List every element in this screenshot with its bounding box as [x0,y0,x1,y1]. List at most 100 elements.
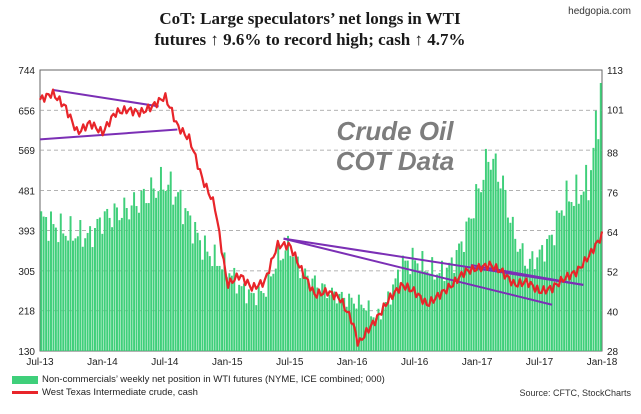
cot-bar [524,265,527,351]
cot-bar [506,217,509,351]
cot-bar [98,217,101,351]
cot-bar [414,260,417,351]
cot-bar [233,267,236,351]
cot-bar [384,302,387,351]
cot-bar [345,306,348,351]
cot-bar [411,247,414,351]
chart-title: CoT: Large speculators’ net longs in WTI… [30,8,590,50]
cot-bar [541,245,544,351]
cot-bar [533,269,536,351]
cot-bar [440,260,443,351]
cot-bar [245,303,248,351]
annotation-text: Crude Oil [336,116,454,146]
wti-price-line [39,88,604,347]
cot-bar [274,268,277,351]
cot-bar [199,240,202,351]
cot-bar [590,170,592,351]
cot-bar [282,258,285,351]
cot-bar [582,191,585,351]
cot-bar [516,251,519,351]
cot-bar [309,287,311,351]
cot-bar [284,250,287,351]
cot-bar [76,236,79,351]
title-line-1: CoT: Large speculators’ net longs in WTI [159,9,461,28]
cot-bar [230,275,233,351]
cot-bar [450,257,453,351]
x-tick-label: Jan-15 [212,357,243,368]
left-tick-label: 393 [18,227,35,238]
cot-bar [519,248,522,351]
cot-bar [64,235,67,351]
cot-bar [69,216,72,351]
cot-bar [172,204,175,351]
cot-bar [489,169,492,351]
cot-bar [375,318,377,351]
cot-bar [396,269,399,351]
cot-bar [313,275,316,351]
cot-bar [59,213,62,351]
cot-bar [243,283,246,351]
trend-line [39,128,178,141]
cot-bar [311,278,314,351]
legend-item-bars: Non-commercials’ weekly net position in … [12,373,385,386]
cot-bar [115,207,118,351]
cot-bar [113,203,116,351]
cot-bar [487,161,490,351]
cot-bar [577,203,580,351]
left-tick-label: 130 [18,347,35,358]
cot-bar [125,208,128,351]
cot-bar [448,262,451,351]
left-tick-label: 218 [18,307,35,318]
cot-bar [484,148,487,351]
right-tick-label: 40 [607,307,619,318]
cot-bar [54,227,57,351]
cot-bar [296,256,299,351]
right-tick-label: 101 [607,106,624,117]
cot-bar [580,194,583,351]
cot-bar [399,282,402,351]
cot-bar [492,158,495,351]
cot-bar [84,238,87,351]
cot-bar [331,287,333,351]
cot-bar [208,256,211,351]
cot-bar [599,82,602,351]
cot-bar [72,240,74,351]
cot-bar [118,220,121,351]
cot-bar [120,217,123,351]
cot-bar [565,180,568,351]
cot-bar [123,197,126,351]
cot-bar [536,257,539,351]
x-tick-label: Jan-18 [587,357,618,368]
legend-label-bars: Non-commercials’ weekly net position in … [42,374,385,385]
title-line-2: futures ↑ 9.6% to record high; cash ↑ 4.… [154,30,466,49]
cot-bar [74,238,77,351]
cot-bar [528,258,531,351]
right-tick-label: 88 [607,149,619,160]
cot-bar [548,235,551,351]
cot-bar [277,245,280,351]
cot-bar [360,304,363,351]
cot-bar [423,271,426,351]
cot-bar [572,205,575,351]
cot-bar [321,283,324,351]
cot-bar [340,291,343,351]
cot-bar [502,175,505,351]
cot-bar [179,189,182,351]
cot-bar [526,268,529,351]
left-tick-label: 481 [18,186,35,197]
cot-bar [594,110,597,351]
cot-bar [389,304,392,351]
cot-bar [401,255,404,351]
legend-swatch-line [12,391,38,394]
cot-bar [42,216,45,351]
cot-bar [392,284,395,351]
cot-bar [318,292,321,351]
cot-bar [455,250,458,351]
cot-bar [52,224,55,351]
cot-bar [218,265,221,351]
cot-bar [357,294,360,351]
cot-bar [326,298,329,351]
cot-bar [211,266,214,351]
cot-bar [418,272,421,351]
x-tick-label: Jul-14 [151,357,179,368]
